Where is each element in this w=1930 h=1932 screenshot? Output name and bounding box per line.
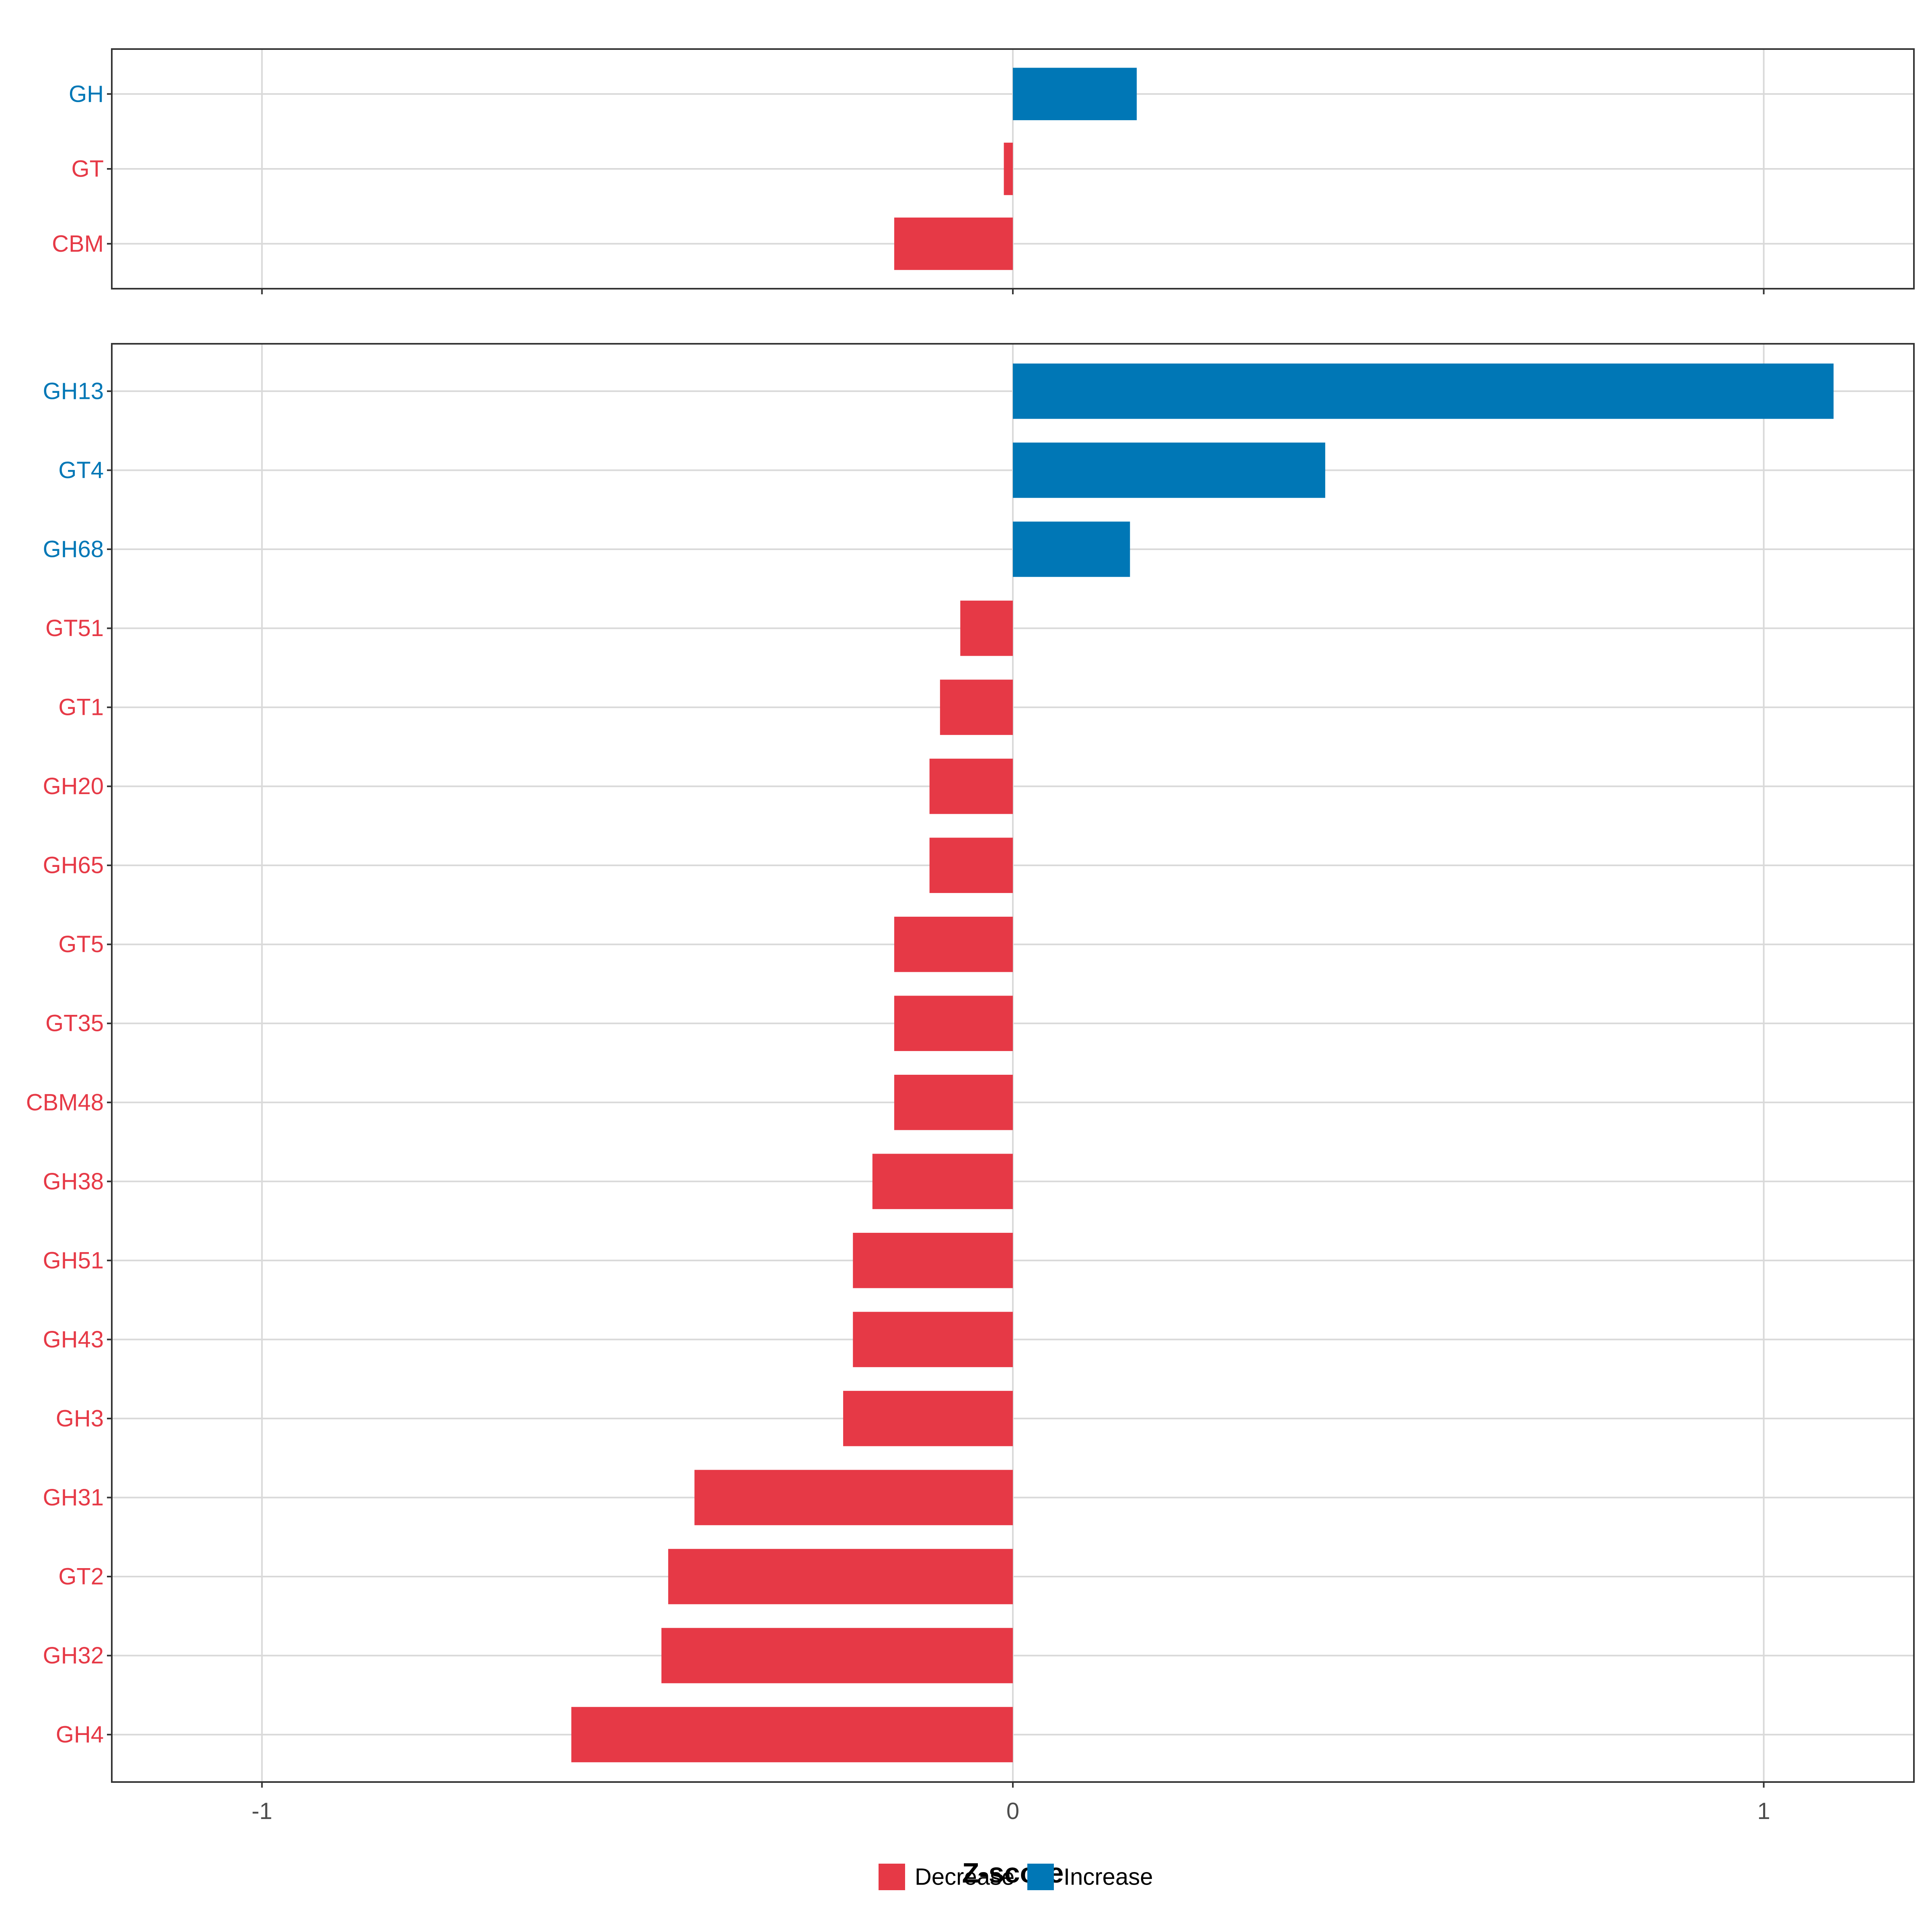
bar-gt1 [940, 680, 1013, 735]
bar-gh3 [843, 1391, 1013, 1446]
category-label: GH4 [56, 1722, 104, 1748]
category-label: GH31 [43, 1484, 104, 1511]
bar-cbm48 [894, 1074, 1013, 1130]
bar-gh31 [694, 1470, 1013, 1525]
category-label: GH32 [43, 1643, 104, 1669]
bar-gh51 [853, 1233, 1013, 1288]
category-label: GH43 [43, 1326, 104, 1353]
category-label: GT1 [58, 694, 104, 721]
bar-gt5 [894, 916, 1013, 972]
bar-gh43 [853, 1312, 1013, 1367]
x-tick-label: 0 [1006, 1798, 1019, 1824]
category-label: GT [71, 156, 104, 182]
bar-gh20 [929, 758, 1013, 814]
bar-gh13 [1013, 363, 1834, 419]
category-label: GT35 [45, 1010, 104, 1037]
bar-gt [1004, 142, 1013, 195]
category-label: GH13 [43, 378, 104, 404]
bars-layer [571, 68, 1834, 1762]
bar-gh4 [571, 1707, 1013, 1762]
category-label: GH65 [43, 852, 104, 879]
category-label: GT51 [45, 615, 104, 641]
category-label: GT2 [58, 1564, 104, 1590]
bar-gh38 [872, 1154, 1013, 1209]
bar-gh32 [661, 1628, 1013, 1684]
category-label: CBM48 [26, 1089, 104, 1115]
category-label: GH68 [43, 536, 104, 563]
legend-label-increase: Increase [1064, 1864, 1153, 1890]
legend: Decrease Increase [879, 1864, 1153, 1890]
bar-gh [1013, 68, 1137, 120]
x-tick-label: -1 [252, 1798, 273, 1824]
category-label: GT4 [58, 457, 104, 483]
category-label: GH51 [43, 1247, 104, 1273]
category-label: GH38 [43, 1168, 104, 1195]
category-label: GH [69, 81, 104, 107]
bar-gt51 [960, 600, 1013, 656]
legend-key-decrease [879, 1864, 905, 1890]
category-label: CBM [52, 231, 104, 257]
bar-cbm [894, 218, 1013, 270]
category-label: GH3 [56, 1405, 104, 1431]
axes-layer: GH GT CBM GH13 GT4 GH68 GT51 GT1 GH20 GH65 GT5 GT35… [26, 81, 1770, 1889]
legend-label-decrease: Decrease [915, 1864, 1014, 1890]
bar-gh68 [1013, 521, 1130, 577]
bar-gt2 [668, 1549, 1013, 1604]
x-tick-label: 1 [1757, 1798, 1770, 1824]
category-label: GH20 [43, 773, 104, 799]
bar-gh65 [929, 838, 1013, 893]
bar-gt35 [894, 996, 1013, 1051]
category-label: GT5 [58, 931, 104, 957]
bar-gt4 [1013, 442, 1325, 498]
legend-key-increase [1027, 1864, 1054, 1890]
